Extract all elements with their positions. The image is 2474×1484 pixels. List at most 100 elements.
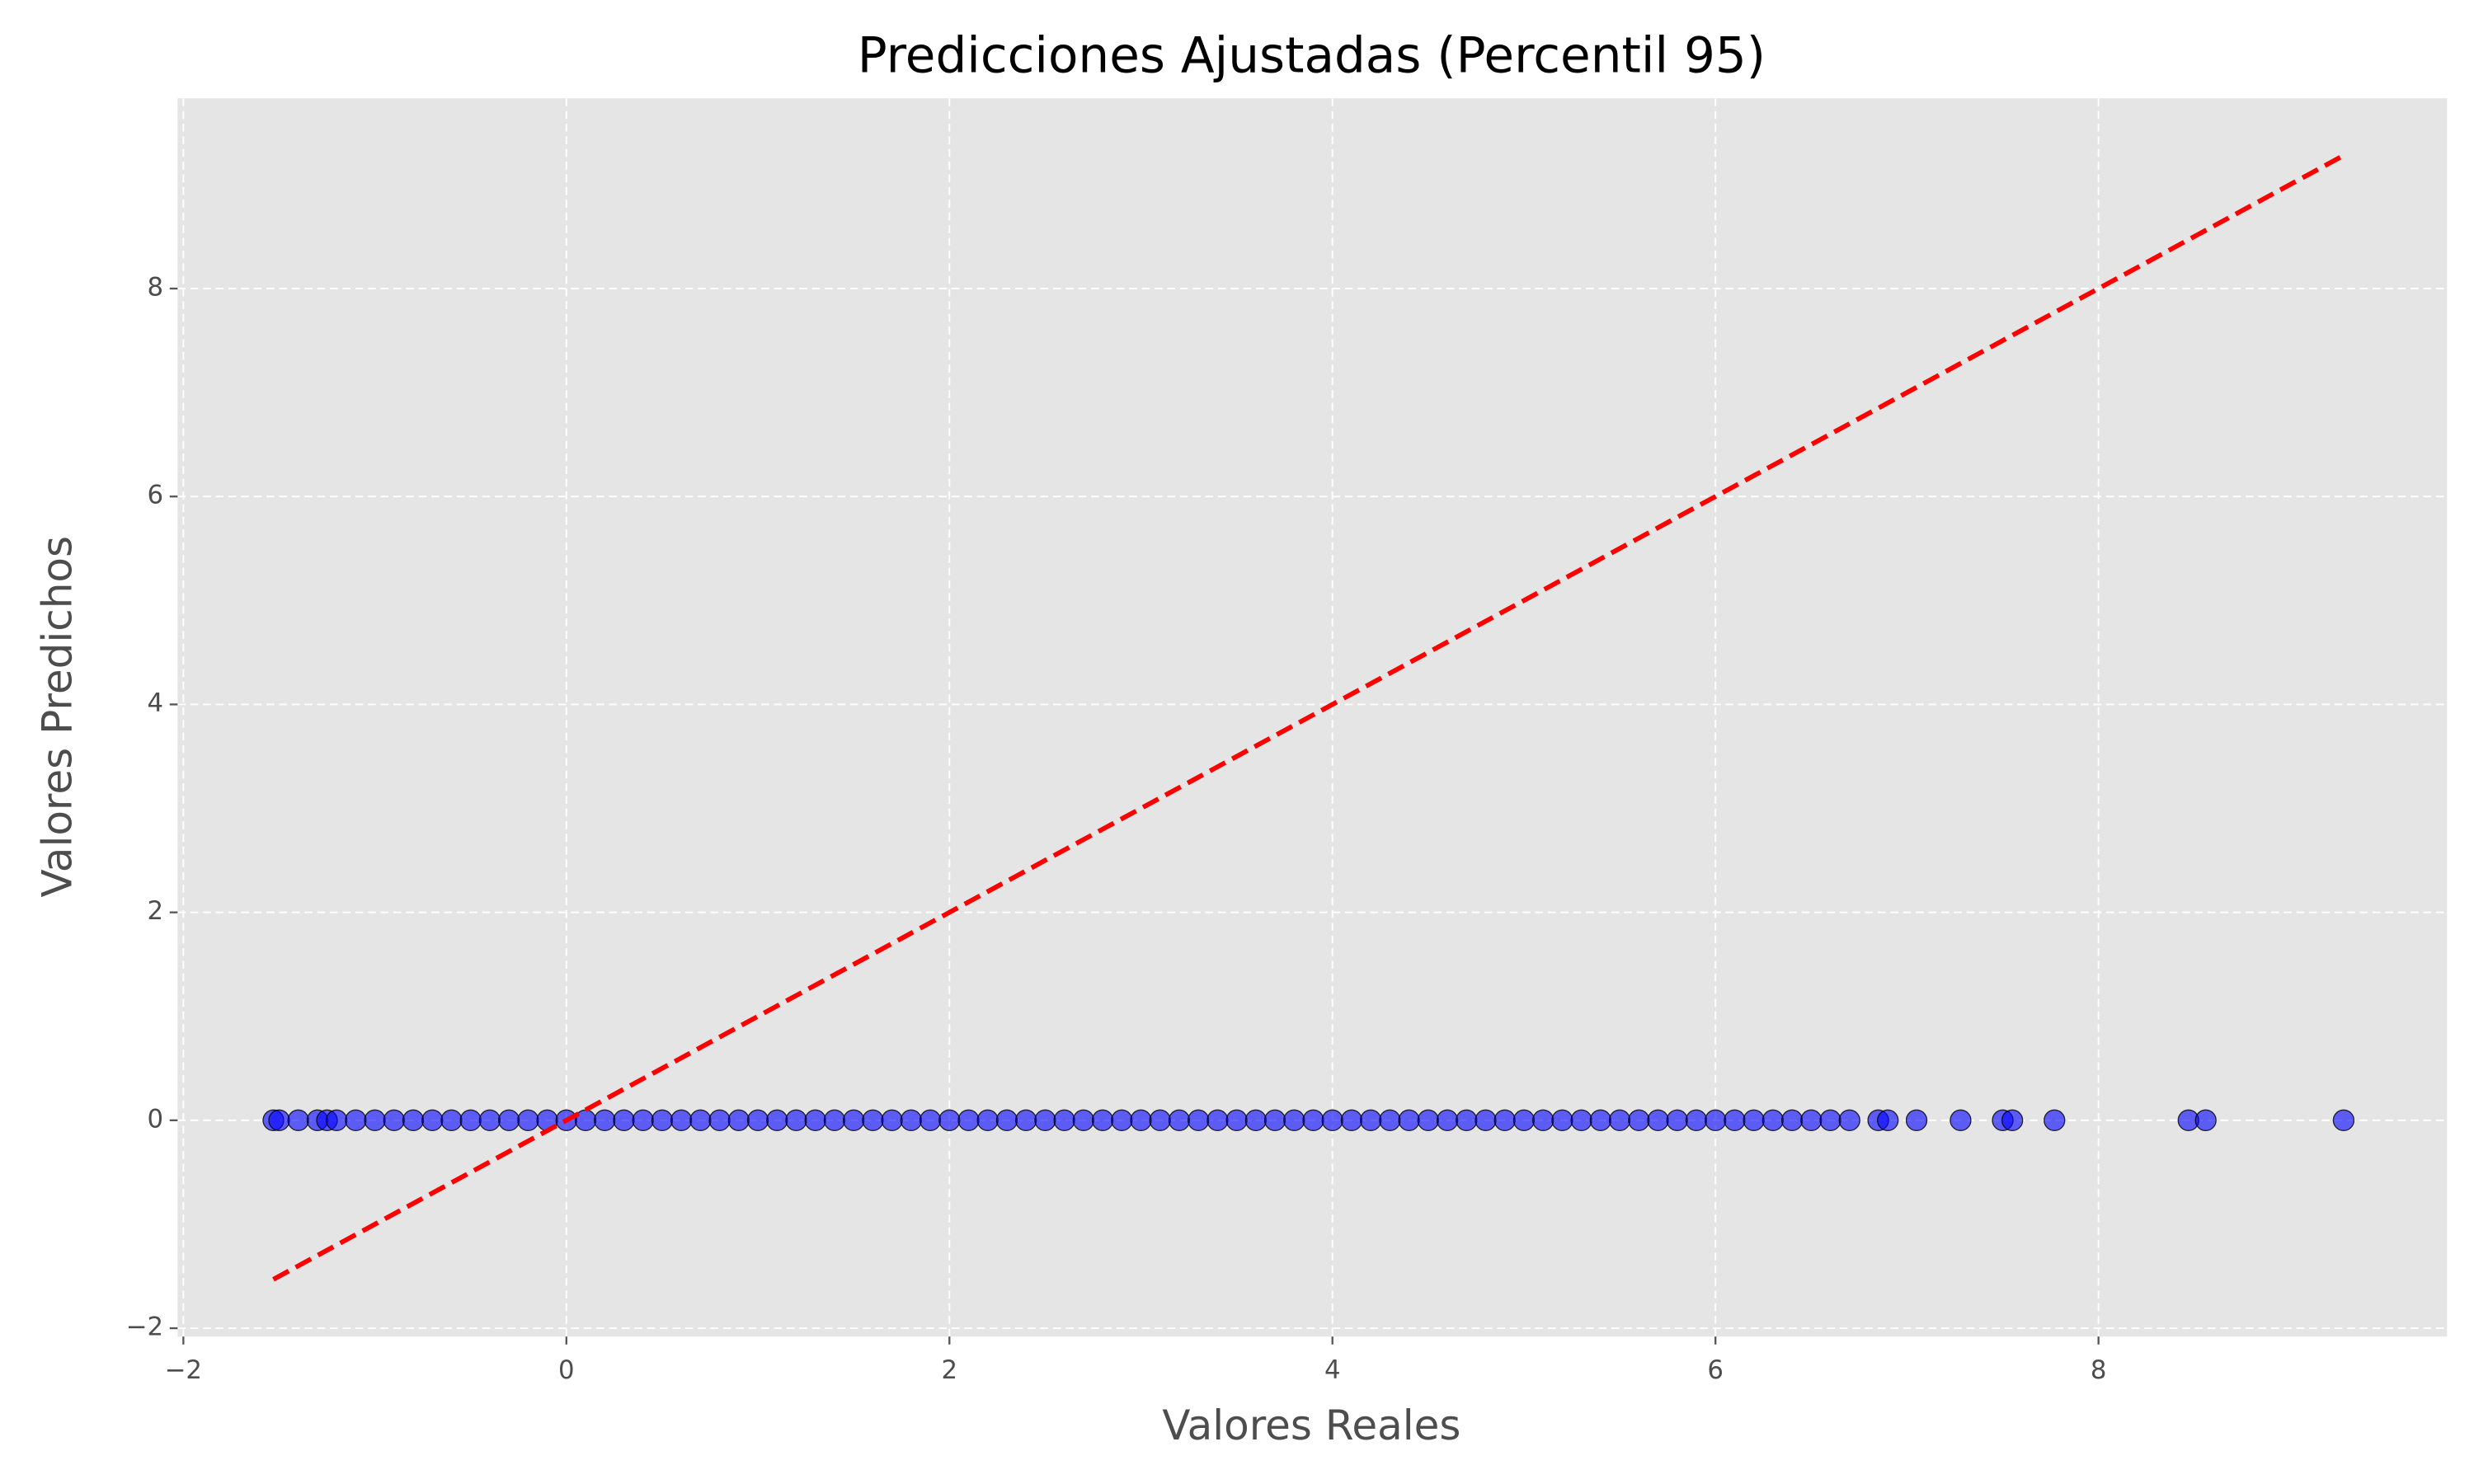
scatter-point <box>1263 1109 1286 1132</box>
scatter-point <box>364 1109 386 1132</box>
scatter-point <box>708 1109 731 1132</box>
scatter-point <box>1647 1109 1669 1132</box>
scatter-point <box>1187 1109 1210 1132</box>
scatter-point <box>1034 1109 1056 1132</box>
scatter-point <box>766 1109 788 1132</box>
scatter-point <box>1512 1109 1536 1132</box>
scatter-point <box>1877 1109 1899 1132</box>
scatter-point <box>613 1109 635 1132</box>
scatter-point <box>651 1109 674 1132</box>
scatter-point <box>1724 1109 1746 1132</box>
y-tick-label: 2 <box>147 896 163 926</box>
scatter-point <box>1283 1109 1305 1132</box>
chart-title: Predicciones Ajustadas (Percentil 95) <box>858 28 1766 85</box>
x-tick-label: 6 <box>1707 1355 1724 1385</box>
scatter-point <box>1360 1109 1382 1132</box>
x-tick-label: 2 <box>941 1355 957 1385</box>
scatter-point <box>689 1109 712 1132</box>
scatter-point <box>1666 1109 1688 1132</box>
scatter-point <box>1551 1109 1573 1132</box>
scatter-point <box>1111 1109 1133 1132</box>
scatter-point <box>1302 1109 1324 1132</box>
scatter-point <box>727 1109 750 1132</box>
scatter-point <box>670 1109 693 1132</box>
y-tick-label: 6 <box>147 481 163 510</box>
scatter-point <box>1456 1109 1478 1132</box>
y-tick-label: 0 <box>147 1104 163 1134</box>
scatter-point <box>2044 1109 2066 1132</box>
scatter-point <box>632 1109 654 1132</box>
scatter-point <box>1225 1109 1248 1132</box>
scatter-point <box>1589 1109 1612 1132</box>
scatter-point <box>1149 1109 1171 1132</box>
scatter-point <box>900 1109 922 1132</box>
scatter-point <box>957 1109 980 1132</box>
scatter-point <box>287 1109 309 1132</box>
scatter-point <box>1800 1109 1823 1132</box>
scatter-point <box>1905 1109 1928 1132</box>
scatter-point <box>919 1109 942 1132</box>
x-tick-label: 0 <box>558 1355 575 1385</box>
scatter-point <box>1761 1109 1785 1132</box>
scatter-point <box>1091 1109 1114 1132</box>
scatter-point <box>1398 1109 1420 1132</box>
scatter-point <box>1608 1109 1631 1132</box>
scatter-point <box>1244 1109 1268 1132</box>
scatter-point <box>1532 1109 1554 1132</box>
scatter-point <box>268 1109 290 1132</box>
scatter-point <box>459 1109 482 1132</box>
scatter-point <box>995 1109 1018 1132</box>
scatter-point <box>574 1109 597 1132</box>
scatter-point <box>1417 1109 1440 1132</box>
scatter-point <box>1705 1109 1727 1132</box>
scatter-point <box>746 1109 769 1132</box>
scatter-point <box>862 1109 884 1132</box>
scatter-point <box>1340 1109 1363 1132</box>
x-tick-label: 8 <box>2091 1355 2107 1385</box>
scatter-point <box>1685 1109 1708 1132</box>
scatter-point <box>804 1109 826 1132</box>
scatter-point <box>785 1109 807 1132</box>
scatter-point <box>517 1109 539 1132</box>
scatter-point <box>938 1109 961 1132</box>
y-tick-label: 4 <box>147 688 163 718</box>
scatter-point <box>383 1109 405 1132</box>
scatter-point <box>421 1109 444 1132</box>
x-axis-label: Valores Reales <box>1162 1402 1460 1449</box>
scatter-point <box>345 1109 367 1132</box>
scatter-point <box>1743 1109 1765 1132</box>
scatter-point <box>478 1109 501 1132</box>
scatter-point <box>1379 1109 1401 1132</box>
scatter-point <box>1819 1109 1841 1132</box>
scatter-point <box>1072 1109 1095 1132</box>
scatter-point <box>976 1109 999 1132</box>
scatter-point <box>1780 1109 1804 1132</box>
scatter-point <box>2001 1109 2024 1132</box>
scatter-point <box>881 1109 903 1132</box>
scatter-point <box>2332 1109 2355 1132</box>
scatter-point <box>1628 1109 1650 1132</box>
scatter-point <box>1570 1109 1592 1132</box>
scatter-point <box>325 1109 348 1132</box>
y-tick-label: −2 <box>126 1313 163 1342</box>
scatter-point <box>2194 1109 2217 1132</box>
y-tick-label: 8 <box>147 273 163 303</box>
scatter-point <box>1838 1109 1860 1132</box>
scatter-point <box>497 1109 520 1132</box>
scatter-point <box>1168 1109 1191 1132</box>
scatter-point <box>842 1109 865 1132</box>
scatter-point <box>594 1109 616 1132</box>
scatter-point <box>1321 1109 1343 1132</box>
scatter-point <box>402 1109 425 1132</box>
scatter-point <box>440 1109 463 1132</box>
scatter-point <box>1475 1109 1497 1132</box>
y-axis-label: Valores Predichos <box>34 536 82 898</box>
scatter-point <box>823 1109 846 1132</box>
scatter-point <box>1436 1109 1459 1132</box>
reference-line <box>272 153 2345 1282</box>
x-tick-label: −2 <box>165 1355 202 1385</box>
scatter-point <box>1206 1109 1229 1132</box>
scatter-point <box>1130 1109 1152 1132</box>
scatter-point <box>1014 1109 1037 1132</box>
